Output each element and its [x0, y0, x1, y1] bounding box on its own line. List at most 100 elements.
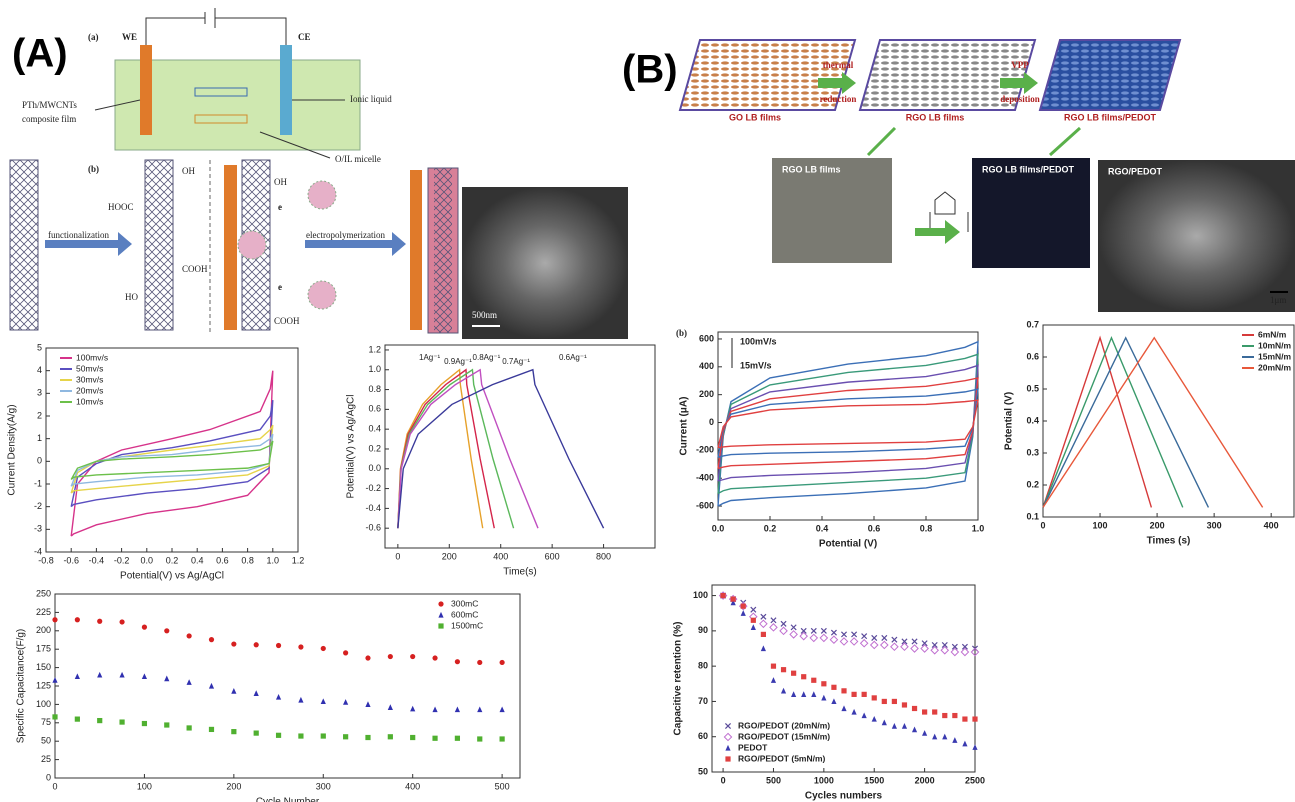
- marker: [759, 619, 768, 629]
- marker: [859, 638, 869, 648]
- marker: [780, 620, 787, 627]
- marker: [839, 637, 849, 646]
- marker: [769, 623, 778, 632]
- y-tick-label: 400: [699, 361, 714, 371]
- legend-label: RGO/PEDOT (15mN/m): [738, 731, 830, 741]
- y-tick-label: -0.2: [365, 483, 381, 493]
- marker: [750, 617, 756, 623]
- marker: [298, 696, 304, 703]
- y-tick-label: 0.5: [1026, 383, 1039, 393]
- marker: [861, 633, 868, 640]
- marker: [790, 624, 797, 631]
- marker: [891, 723, 897, 729]
- marker: [750, 624, 756, 630]
- y-tick-label: 3: [37, 388, 42, 398]
- marker: [477, 706, 483, 713]
- y-tick-label: 0.4: [1026, 415, 1039, 425]
- x-tick-label: 0.0: [712, 523, 725, 533]
- legend-label: 20mv/s: [76, 385, 103, 395]
- marker: [961, 643, 968, 650]
- y-tick-label: 0.2: [368, 443, 381, 453]
- marker: [499, 706, 505, 713]
- marker: [760, 631, 766, 637]
- micelle: [307, 180, 337, 210]
- y-tick-label: 1.2: [368, 344, 381, 354]
- series-line: [1042, 335, 1184, 508]
- beaker: [114, 59, 361, 151]
- x-tick-label: 100: [1093, 520, 1108, 530]
- marker: [298, 733, 304, 739]
- x-tick-label: 200: [226, 781, 241, 791]
- marker: [960, 647, 970, 657]
- marker: [901, 638, 908, 645]
- marker: [942, 733, 948, 740]
- marker: [454, 659, 461, 665]
- marker: [821, 694, 827, 701]
- electron-label: e: [278, 282, 282, 292]
- legend-label: 30mv/s: [76, 374, 103, 384]
- y-tick-label: -0.4: [365, 503, 381, 513]
- y-tick-label: 0.2: [1026, 479, 1039, 489]
- marker: [911, 705, 918, 712]
- x-tick-label: 0.6: [868, 523, 881, 533]
- series-line: [70, 433, 274, 487]
- marker: [186, 633, 192, 639]
- x-tick-label: 0: [721, 775, 726, 785]
- marker: [881, 719, 887, 726]
- photo-label: RGO LB films/PEDOT: [982, 164, 1075, 174]
- legend-label: 6mN/m: [1258, 329, 1287, 339]
- y-tick-label: 100: [693, 590, 708, 600]
- y-tick-label: 5: [37, 342, 42, 352]
- legend-label: 600mC: [451, 609, 478, 619]
- film: [1038, 39, 1182, 111]
- marker: [740, 610, 746, 616]
- x-tick-label: 0: [1040, 520, 1045, 530]
- legend-label: RGO/PEDOT (20mN/m): [738, 720, 830, 730]
- y-tick-label: 70: [698, 696, 708, 706]
- group-label: COOH: [182, 264, 208, 274]
- legend-swatch: [438, 601, 444, 607]
- series-line: [397, 368, 605, 529]
- marker: [432, 706, 438, 713]
- step-label: functionalization: [48, 230, 109, 240]
- marker: [164, 675, 170, 682]
- y-tick-label: 2: [37, 410, 42, 420]
- y-tick-label: 100: [36, 699, 51, 709]
- marker: [841, 705, 847, 712]
- marker: [880, 640, 889, 650]
- y-tick-label: 0.0: [368, 463, 381, 473]
- marker: [890, 642, 899, 652]
- y-tick-label: 0.4: [368, 424, 381, 434]
- ionic-liquid-label: Ionic liquid: [350, 94, 392, 104]
- step-label: VPP: [1011, 60, 1029, 70]
- series-label: 0.8Ag⁻¹: [473, 353, 501, 362]
- y-tick-label: -200: [696, 445, 714, 455]
- x-tick-label: 0.2: [166, 555, 179, 565]
- marker: [320, 733, 326, 739]
- marker: [891, 636, 898, 643]
- marker: [809, 633, 819, 643]
- y-tick-label: 0.8: [368, 384, 381, 394]
- plot-frame: [1042, 324, 1295, 518]
- working-electrode: [140, 45, 152, 135]
- marker: [840, 631, 848, 638]
- marker: [387, 653, 393, 660]
- marker: [720, 592, 726, 599]
- series-line: [717, 388, 979, 459]
- y-axis-label: Current (μA): [679, 397, 690, 456]
- sem-image: [462, 187, 628, 339]
- marker: [365, 655, 371, 661]
- marker: [801, 691, 807, 697]
- marker: [931, 641, 938, 649]
- marker: [891, 698, 897, 705]
- legend-label: 50mv/s: [76, 363, 103, 373]
- y-tick-label: 225: [36, 607, 51, 617]
- marker: [791, 691, 797, 697]
- y-tick-label: 0.3: [1026, 447, 1039, 457]
- marker: [730, 599, 736, 606]
- marker: [780, 667, 787, 673]
- marker: [432, 735, 438, 741]
- photo-label: RGO LB films: [782, 164, 841, 174]
- marker: [779, 626, 788, 636]
